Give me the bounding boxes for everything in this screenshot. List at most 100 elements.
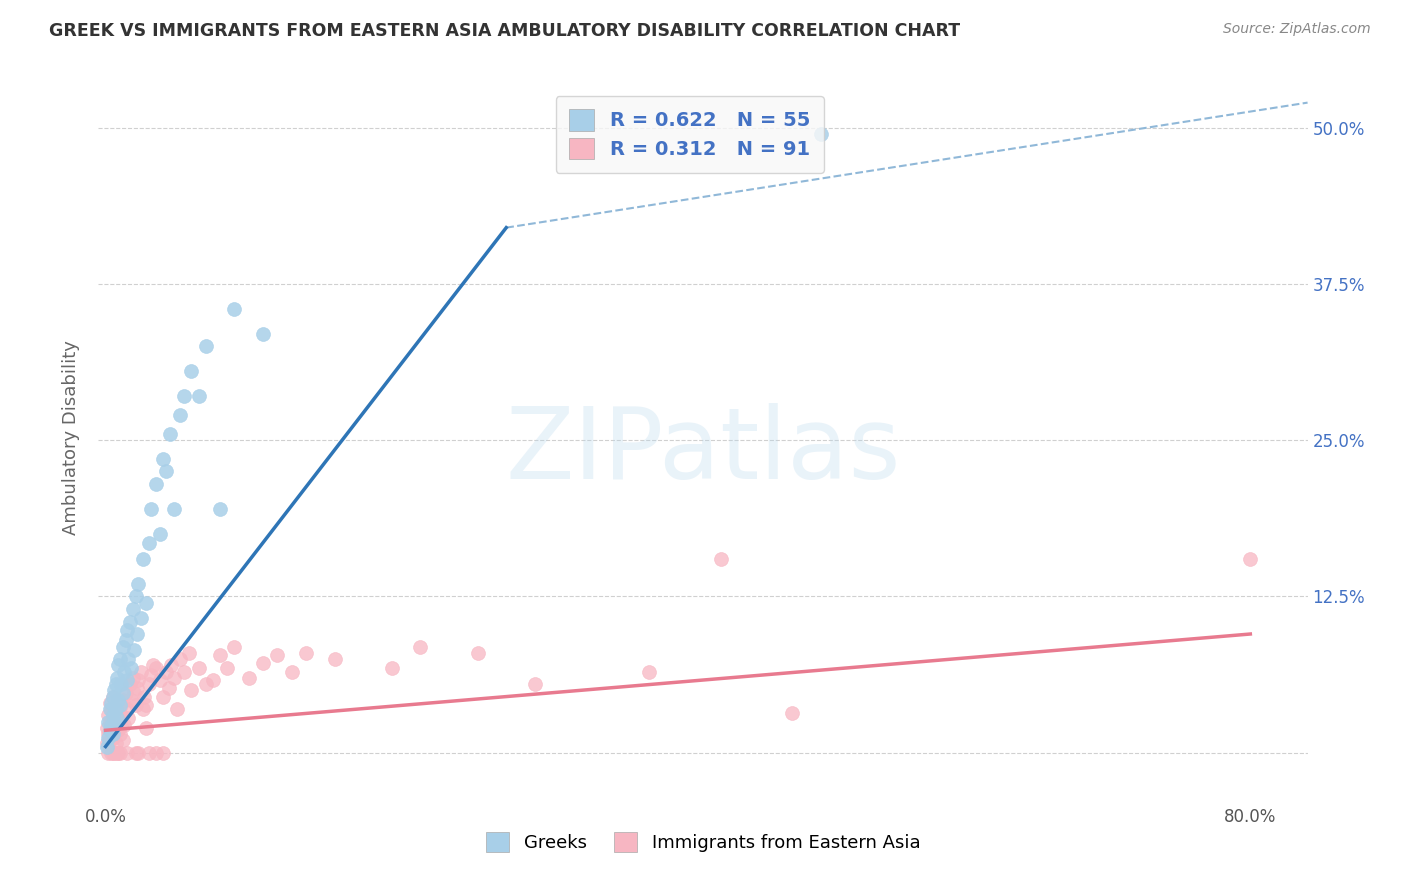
Point — [169, 408, 191, 422]
Point — [127, 673, 149, 688]
Point — [132, 702, 155, 716]
Point — [252, 656, 274, 670]
Point — [103, 714, 125, 729]
Point — [173, 665, 195, 679]
Point — [224, 301, 246, 316]
Point — [187, 389, 209, 403]
Point — [142, 658, 165, 673]
Point — [108, 727, 131, 741]
Point — [180, 683, 202, 698]
Point — [104, 721, 127, 735]
Point — [97, 708, 120, 723]
Point — [96, 736, 118, 750]
Point — [103, 727, 125, 741]
Point — [96, 721, 118, 735]
Point — [105, 671, 128, 685]
Point — [132, 552, 155, 566]
Point — [111, 693, 134, 707]
Legend: Greeks, Immigrants from Eastern Asia: Greeks, Immigrants from Eastern Asia — [478, 825, 928, 860]
Point — [104, 677, 127, 691]
Text: GREEK VS IMMIGRANTS FROM EASTERN ASIA AMBULATORY DISABILITY CORRELATION CHART: GREEK VS IMMIGRANTS FROM EASTERN ASIA AM… — [49, 22, 960, 40]
Point — [131, 665, 153, 679]
Point — [163, 502, 186, 516]
Text: ZIPatlas: ZIPatlas — [505, 403, 901, 500]
Point — [1239, 552, 1261, 566]
Point — [98, 696, 121, 710]
Point — [103, 708, 125, 723]
Point — [98, 733, 121, 747]
Point — [108, 746, 131, 760]
Point — [523, 677, 546, 691]
Point — [118, 615, 141, 629]
Point — [638, 665, 661, 679]
Point — [111, 640, 134, 654]
Point — [124, 698, 146, 713]
Point — [138, 746, 160, 760]
Point — [710, 552, 733, 566]
Point — [138, 535, 160, 549]
Point — [98, 702, 121, 716]
Point — [149, 527, 172, 541]
Point — [107, 723, 129, 738]
Point — [105, 746, 128, 760]
Point — [114, 633, 136, 648]
Point — [169, 652, 191, 666]
Point — [238, 671, 260, 685]
Point — [467, 646, 489, 660]
Point — [121, 602, 143, 616]
Point — [209, 648, 232, 663]
Point — [97, 727, 120, 741]
Point — [107, 693, 129, 707]
Point — [105, 711, 128, 725]
Point — [155, 465, 177, 479]
Point — [120, 661, 142, 675]
Point — [111, 686, 134, 700]
Point — [120, 693, 142, 707]
Point — [187, 661, 209, 675]
Point — [194, 677, 217, 691]
Point — [252, 326, 274, 341]
Point — [115, 702, 138, 716]
Point — [177, 646, 200, 660]
Point — [122, 643, 145, 657]
Point — [224, 640, 246, 654]
Point — [100, 723, 122, 738]
Point — [101, 727, 124, 741]
Point — [145, 477, 167, 491]
Point — [115, 746, 138, 760]
Point — [121, 671, 143, 685]
Point — [131, 611, 153, 625]
Point — [127, 746, 149, 760]
Point — [117, 711, 139, 725]
Point — [152, 452, 174, 467]
Point — [100, 718, 122, 732]
Point — [323, 652, 346, 666]
Point — [107, 711, 129, 725]
Point — [101, 718, 124, 732]
Point — [101, 708, 124, 723]
Point — [112, 718, 135, 732]
Point — [104, 702, 127, 716]
Point — [103, 683, 125, 698]
Point — [101, 746, 124, 760]
Point — [108, 698, 131, 713]
Point — [381, 661, 404, 675]
Point — [194, 339, 217, 353]
Point — [180, 364, 202, 378]
Point — [782, 706, 804, 720]
Point — [107, 658, 129, 673]
Point — [160, 658, 183, 673]
Point — [105, 693, 128, 707]
Point — [101, 690, 124, 704]
Point — [107, 746, 129, 760]
Point — [103, 746, 125, 760]
Point — [108, 652, 131, 666]
Point — [201, 673, 224, 688]
Text: Source: ZipAtlas.com: Source: ZipAtlas.com — [1223, 22, 1371, 37]
Point — [409, 640, 432, 654]
Point — [145, 746, 167, 760]
Point — [159, 426, 181, 441]
Point — [152, 746, 174, 760]
Point — [110, 718, 132, 732]
Point — [122, 686, 145, 700]
